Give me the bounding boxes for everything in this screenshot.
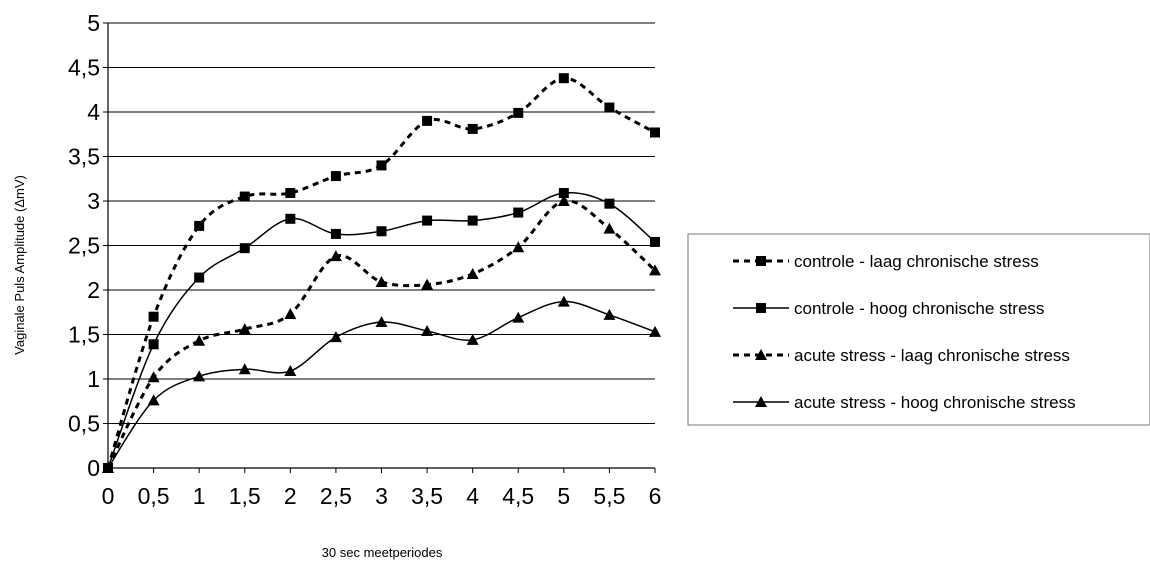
data-point: [512, 312, 524, 323]
x-tick-label: 4: [466, 483, 479, 509]
data-point: [513, 208, 523, 218]
data-point: [194, 273, 204, 283]
x-tick-label: 1: [193, 483, 206, 509]
data-point: [468, 216, 478, 226]
x-axis-title: 30 sec meetperiodes: [322, 545, 443, 560]
data-point: [193, 370, 205, 381]
data-point: [559, 73, 569, 83]
data-point: [650, 127, 660, 137]
y-tick-label: 0,5: [68, 411, 100, 437]
x-tick-label: 3,5: [411, 483, 443, 509]
data-point: [330, 331, 342, 342]
data-point: [421, 279, 433, 290]
y-tick-label: 3: [87, 188, 100, 214]
grid-lines: [108, 23, 655, 424]
data-point: [603, 309, 615, 320]
data-point: [649, 326, 661, 337]
data-point: [377, 226, 387, 236]
data-point: [376, 276, 388, 287]
data-point: [513, 108, 523, 118]
series-1: [103, 73, 660, 473]
y-tick-label: 5: [87, 10, 100, 36]
legend-marker: [756, 256, 766, 266]
data-point: [377, 160, 387, 170]
data-point: [422, 116, 432, 126]
y-axis-title: Vaginale Puls Amplitude (ΔmV): [12, 175, 27, 355]
data-point: [285, 188, 295, 198]
series-4: [102, 296, 661, 473]
y-tick-label: 0: [87, 455, 100, 481]
data-point: [284, 308, 296, 319]
data-point: [468, 124, 478, 134]
x-tick-label: 4,5: [502, 483, 534, 509]
data-point: [603, 223, 615, 234]
y-tick-label: 2,5: [68, 233, 100, 259]
x-tick-label: 3: [375, 483, 388, 509]
legend-label: acute stress - hoog chronische stress: [794, 393, 1076, 412]
x-tick-label: 0: [102, 483, 115, 509]
y-tick-label: 4: [87, 99, 100, 125]
x-tick-labels: 0 0,5 1 1,5 2 2,5 3 3,5 4 4,5 5 5,5 6: [102, 483, 662, 509]
data-point: [512, 241, 524, 252]
data-point: [149, 312, 159, 322]
x-tick-label: 5,5: [593, 483, 625, 509]
data-point: [240, 192, 250, 202]
data-point: [604, 199, 614, 209]
data-point: [193, 335, 205, 346]
data-point: [422, 216, 432, 226]
data-point: [240, 243, 250, 253]
legend: controle - laag chronische stress control…: [688, 234, 1150, 425]
data-point: [467, 268, 479, 279]
series-2: [103, 188, 660, 473]
y-tick-label: 1,5: [68, 322, 100, 348]
x-tick-label: 1,5: [229, 483, 261, 509]
data-series: [102, 73, 661, 473]
data-point: [284, 365, 296, 376]
x-tick-label: 6: [649, 483, 662, 509]
data-point: [331, 171, 341, 181]
x-tick-label: 2,5: [320, 483, 352, 509]
legend-label: controle - hoog chronische stress: [794, 299, 1044, 318]
data-point: [285, 214, 295, 224]
data-point: [604, 103, 614, 113]
data-point: [194, 221, 204, 231]
legend-label: acute stress - laag chronische stress: [794, 346, 1070, 365]
x-tick-label: 0,5: [138, 483, 170, 509]
data-point: [149, 339, 159, 349]
y-tick-label: 4,5: [68, 55, 100, 81]
y-tick-labels: 0 0,5 1 1,5 2 2,5 3 3,5 4 4,5 5: [68, 10, 100, 481]
data-point: [650, 237, 660, 247]
series-line: [108, 78, 655, 468]
data-point: [148, 371, 160, 382]
y-tick-label: 1: [87, 366, 100, 392]
data-point: [331, 229, 341, 239]
y-tick-label: 2: [87, 277, 100, 303]
legend-marker: [756, 303, 766, 313]
x-tick-label: 5: [557, 483, 570, 509]
x-tick-label: 2: [284, 483, 297, 509]
y-tick-label: 3,5: [68, 144, 100, 170]
legend-label: controle - laag chronische stress: [794, 252, 1039, 271]
